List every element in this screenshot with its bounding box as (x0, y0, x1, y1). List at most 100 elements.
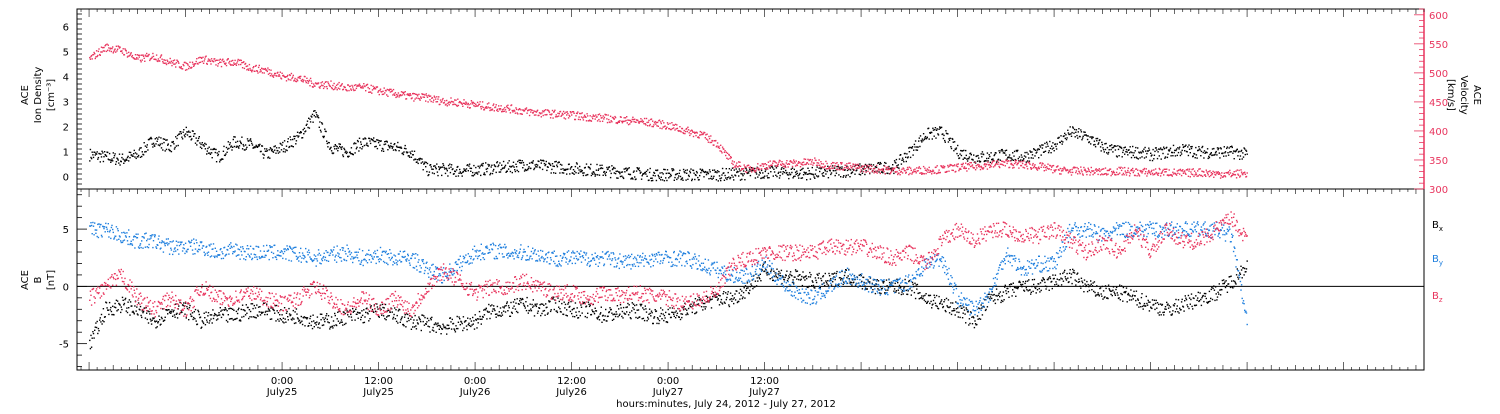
density-point (733, 179, 734, 180)
density-point (421, 162, 422, 163)
density-point (650, 168, 651, 169)
velocity-point (228, 62, 229, 63)
velocity-point (1002, 164, 1003, 165)
velocity-point (111, 51, 112, 52)
density-point (1229, 151, 1230, 152)
velocity-point (321, 85, 322, 86)
density-point (817, 166, 818, 167)
density-point (569, 164, 570, 165)
velocity-point (1133, 170, 1134, 171)
velocity-point (768, 165, 769, 166)
density-point (171, 151, 172, 152)
density-point (307, 121, 308, 122)
bx-point (97, 321, 98, 322)
velocity-point (281, 73, 282, 74)
velocity-point (765, 163, 766, 164)
density-point (613, 167, 614, 168)
bx-point (228, 314, 229, 315)
density-point (91, 158, 92, 159)
velocity-point (814, 157, 815, 158)
density-point (1105, 149, 1106, 150)
velocity-point (332, 88, 333, 89)
bx-point (221, 309, 222, 310)
velocity-point (552, 110, 553, 111)
density-point (190, 136, 191, 137)
velocity-point (761, 168, 762, 169)
x-tick-time: 12:00 (750, 376, 779, 387)
bx-point (429, 326, 430, 327)
velocity-point (1152, 174, 1153, 175)
velocity-point (1018, 162, 1019, 163)
velocity-point (604, 117, 605, 118)
bx-point (473, 320, 474, 321)
density-point (527, 169, 528, 170)
density-point (939, 126, 940, 127)
velocity-point (199, 62, 200, 63)
velocity-point (557, 116, 558, 117)
velocity-point (1180, 170, 1181, 171)
density-point (103, 161, 104, 162)
bx-point (427, 318, 428, 319)
bx-point (280, 309, 281, 310)
velocity-point (757, 163, 758, 164)
velocity-point (848, 166, 849, 167)
velocity-point (729, 158, 730, 159)
velocity-point (463, 99, 464, 100)
density-point (384, 141, 385, 142)
bx-point (442, 329, 443, 330)
x-tick-date: July27 (748, 387, 780, 398)
velocity-point (811, 161, 812, 162)
density-point (1045, 146, 1046, 147)
density-point (994, 154, 995, 155)
x-tick-time: 12:00 (364, 376, 393, 387)
velocity-point (149, 60, 150, 61)
velocity-point (1238, 175, 1239, 176)
velocity-point (666, 127, 667, 128)
velocity-point (619, 120, 620, 121)
density-point (459, 169, 460, 170)
velocity-point (820, 166, 821, 167)
density-point (234, 136, 235, 137)
velocity-point (868, 168, 869, 169)
bx-point (461, 321, 462, 322)
velocity-point (961, 164, 962, 165)
velocity-point (1173, 173, 1174, 174)
density-point (822, 175, 823, 176)
velocity-point (871, 166, 872, 167)
velocity-point (184, 62, 185, 63)
velocity-point (129, 55, 130, 56)
density-point (320, 131, 321, 132)
top-right-tick-label: 600 (1429, 11, 1448, 22)
density-point (911, 147, 912, 148)
density-point (757, 176, 758, 177)
velocity-point (963, 168, 964, 169)
velocity-point (701, 132, 702, 133)
density-point (783, 168, 784, 169)
velocity-point (1010, 160, 1011, 161)
density-point (603, 175, 604, 176)
velocity-point (1110, 168, 1111, 169)
velocity-point (874, 168, 875, 169)
velocity-point (345, 87, 346, 88)
density-point (830, 174, 831, 175)
velocity-point (687, 127, 688, 128)
density-point (196, 144, 197, 145)
velocity-point (783, 166, 784, 167)
velocity-point (925, 173, 926, 174)
density-point (915, 140, 916, 141)
density-point (628, 174, 629, 175)
bx-point (101, 323, 102, 324)
density-point (566, 173, 567, 174)
velocity-point (1049, 168, 1050, 169)
velocity-point (463, 103, 464, 104)
velocity-point (557, 113, 558, 114)
density-point (160, 144, 161, 145)
velocity-point (488, 102, 489, 103)
density-point (957, 145, 958, 146)
density-point (114, 153, 115, 154)
density-point (1113, 147, 1114, 148)
velocity-point (1013, 167, 1014, 168)
velocity-point (1094, 172, 1095, 173)
velocity-point (252, 70, 253, 71)
